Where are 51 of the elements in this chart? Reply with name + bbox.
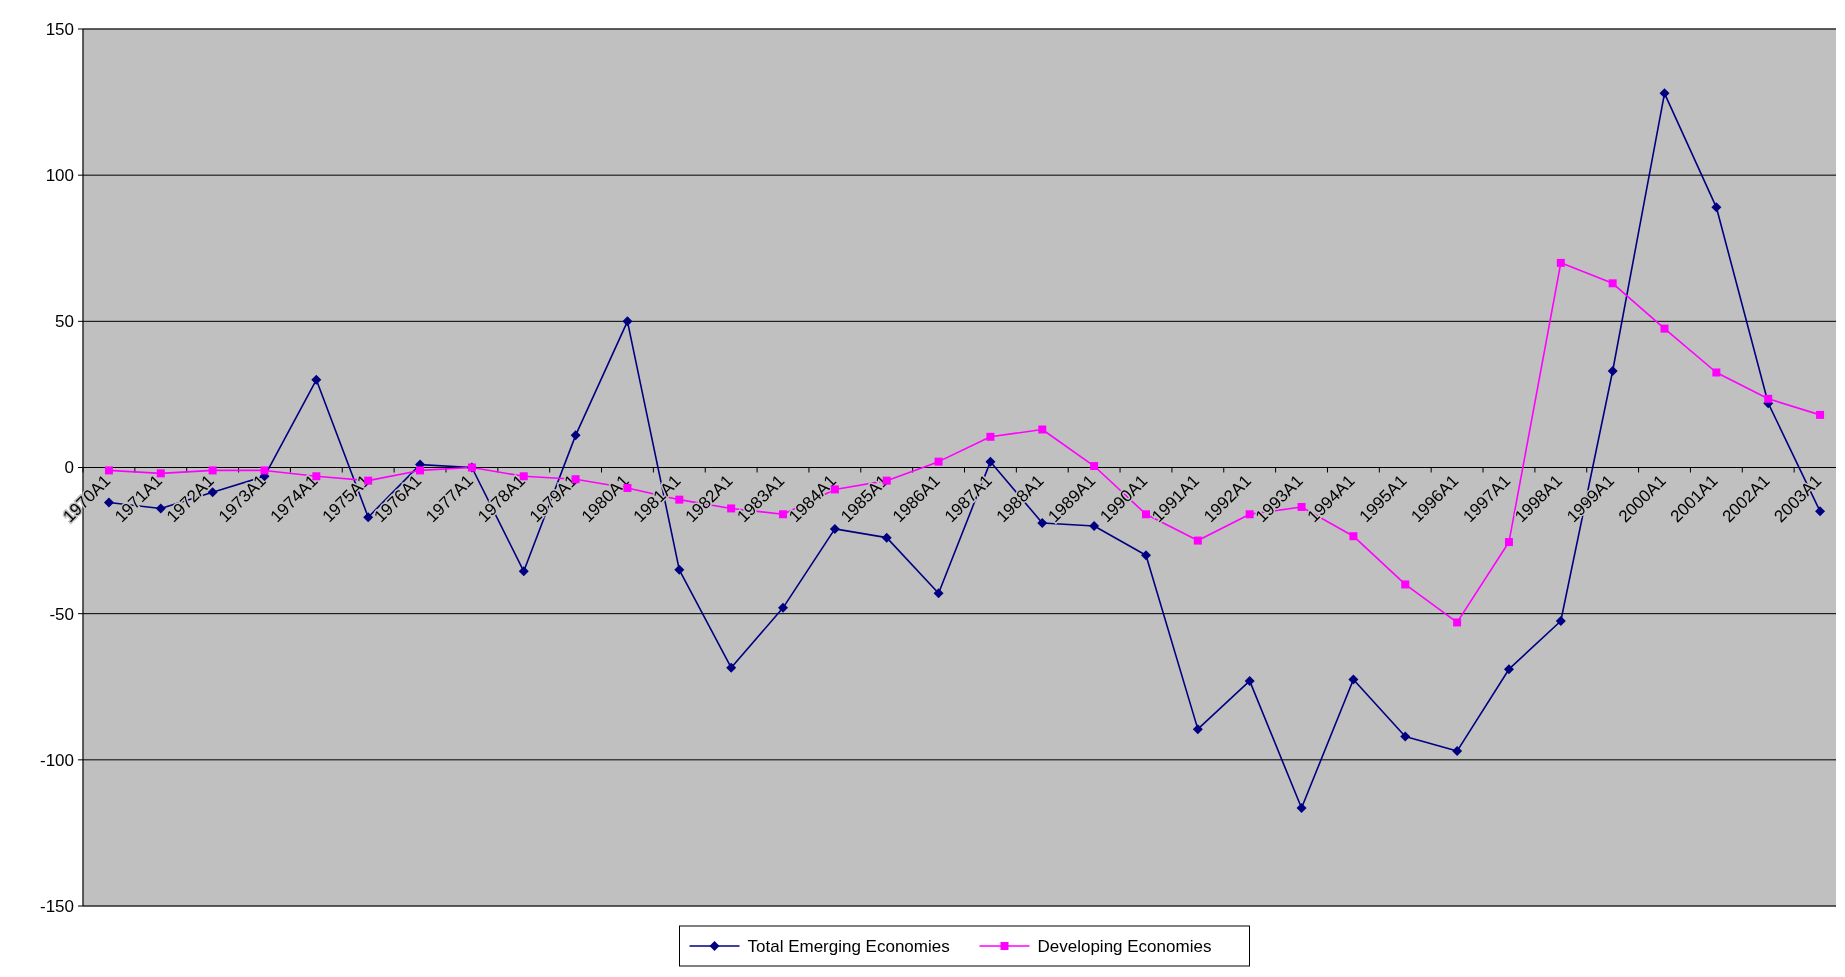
y-tick-label: 100 bbox=[45, 166, 74, 186]
point bbox=[1712, 368, 1721, 377]
point bbox=[260, 466, 269, 475]
point bbox=[1244, 675, 1255, 686]
point bbox=[1090, 462, 1099, 471]
point bbox=[1192, 724, 1203, 735]
y-tick-label: -50 bbox=[49, 604, 74, 624]
point bbox=[208, 466, 217, 475]
point bbox=[1401, 580, 1410, 589]
y-tick-label: 50 bbox=[55, 312, 74, 332]
point bbox=[985, 456, 996, 467]
point bbox=[934, 457, 943, 466]
point bbox=[726, 662, 737, 673]
point bbox=[933, 588, 944, 599]
point bbox=[1555, 615, 1566, 626]
point bbox=[570, 430, 581, 441]
point bbox=[778, 602, 789, 613]
point bbox=[1660, 324, 1669, 333]
point bbox=[1348, 674, 1359, 685]
point bbox=[1452, 746, 1463, 757]
y-tick-label: -150 bbox=[39, 896, 74, 916]
y-tick-label: 150 bbox=[45, 19, 74, 39]
point bbox=[1659, 88, 1670, 99]
point bbox=[1556, 258, 1565, 267]
point bbox=[674, 564, 685, 575]
point bbox=[1608, 279, 1617, 288]
point bbox=[104, 466, 113, 475]
point bbox=[622, 316, 633, 327]
point bbox=[1764, 394, 1773, 403]
point bbox=[1503, 664, 1514, 675]
legend-label: Developing Economies bbox=[1037, 936, 1212, 956]
point bbox=[986, 432, 995, 441]
point bbox=[1296, 803, 1307, 814]
point bbox=[829, 523, 840, 534]
point bbox=[1453, 618, 1462, 627]
point bbox=[1711, 202, 1722, 213]
point bbox=[311, 374, 322, 385]
point bbox=[1816, 410, 1825, 419]
point bbox=[881, 532, 892, 543]
point bbox=[518, 566, 529, 577]
point bbox=[1140, 550, 1151, 561]
y-tick-label: -100 bbox=[39, 750, 74, 770]
y-tick-label: 0 bbox=[64, 458, 74, 478]
legend-label: Total Emerging Economies bbox=[747, 936, 950, 956]
point bbox=[416, 466, 425, 475]
point bbox=[1038, 425, 1047, 434]
point bbox=[1193, 536, 1202, 545]
point bbox=[1349, 532, 1358, 541]
point bbox=[1607, 366, 1618, 377]
point bbox=[1400, 731, 1411, 742]
point bbox=[1504, 538, 1513, 547]
